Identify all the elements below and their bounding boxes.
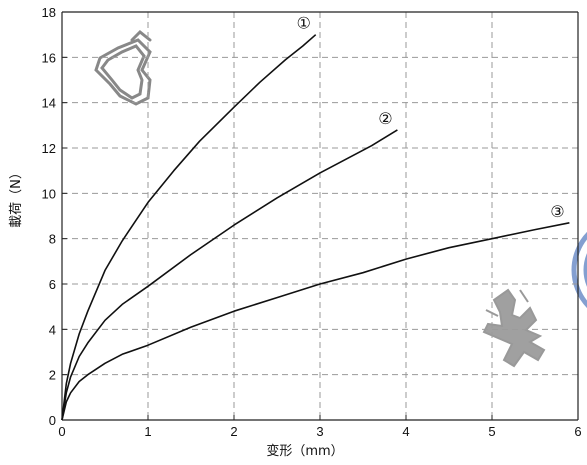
series-lines: [61, 34, 570, 421]
y-tick-label-12: 12: [42, 141, 56, 156]
blue-rings-decoration: [571, 231, 587, 309]
x-axis-label: 变形（mm）: [266, 443, 343, 459]
y-axis-label: 載荷（N）: [9, 166, 24, 228]
y-tick-label-6: 6: [49, 277, 56, 292]
curve-label-2: ②: [378, 109, 392, 128]
y-tick-label-2: 2: [49, 368, 56, 383]
y-tick-label-14: 14: [42, 96, 56, 111]
y-tick-label-8: 8: [49, 232, 56, 247]
series-line-1: [61, 34, 317, 421]
x-tick-label-1: 1: [144, 424, 151, 439]
y-tick-label-4: 4: [49, 322, 56, 337]
series-line-3: [61, 222, 570, 421]
curve-label-3: ③: [550, 202, 564, 221]
y-tick-label-18: 18: [42, 5, 56, 20]
y-tick-label-10: 10: [42, 186, 56, 201]
curve-labels: ① ② ③: [297, 14, 565, 221]
y-tick-label-16: 16: [42, 50, 56, 65]
x-tick-label-4: 4: [402, 424, 409, 439]
seal-stamp-image: [482, 288, 546, 368]
x-tick-label-5: 5: [488, 424, 495, 439]
axes: [61, 11, 579, 421]
y-tick-label-0: 0: [49, 413, 56, 428]
carabiner-icon: [94, 29, 152, 106]
curve-label-1: ①: [297, 14, 311, 33]
series-line-2: [61, 129, 398, 421]
x-tick-label-0: 0: [58, 424, 65, 439]
x-tick-label-2: 2: [230, 424, 237, 439]
x-tick-label-6: 6: [574, 424, 581, 439]
x-tick-label-3: 3: [316, 424, 323, 439]
